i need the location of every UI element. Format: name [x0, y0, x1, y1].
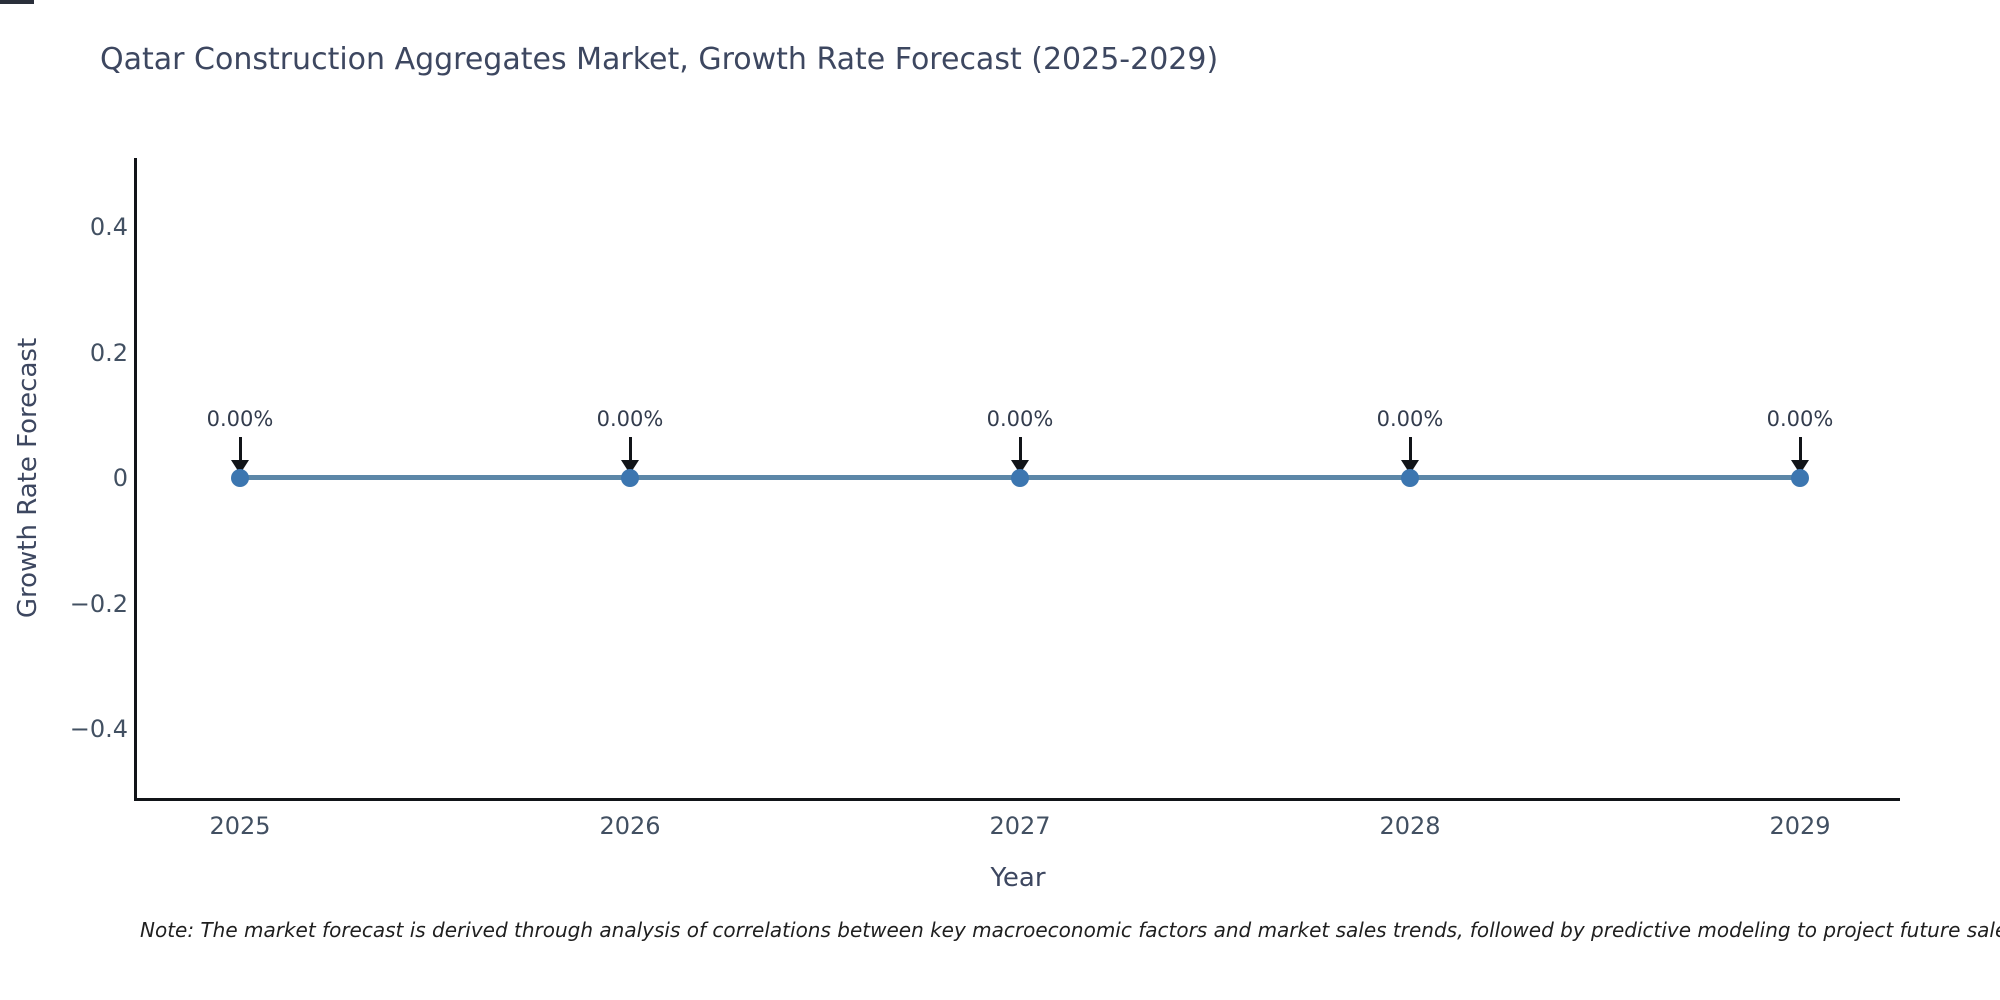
data-point-marker [1401, 469, 1419, 487]
annotation-arrow-shaft [238, 437, 242, 463]
point-annotation-label: 0.00% [596, 407, 664, 431]
footnote: Note: The market forecast is derived thr… [140, 918, 2000, 942]
point-annotation-label: 0.00% [1376, 407, 1444, 431]
data-point-marker [1011, 469, 1029, 487]
x-axis-title: Year [990, 863, 1046, 893]
data-point-marker [621, 469, 639, 487]
y-tick-label: 0.2 [89, 338, 128, 367]
annotation-arrow-shaft [628, 437, 632, 463]
x-tick-label: 2027 [989, 812, 1051, 840]
y-tick-label: −0.4 [69, 715, 128, 743]
y-axis-line [134, 158, 137, 801]
y-tick-label: 0 [112, 464, 128, 492]
y-tick-label: −0.2 [69, 589, 128, 618]
data-point-marker [1791, 469, 1809, 487]
chart-title: Qatar Construction Aggregates Market, Gr… [100, 42, 1219, 77]
x-axis-line [134, 798, 1900, 801]
x-tick-label: 2025 [209, 812, 271, 840]
point-annotation-label: 0.00% [986, 407, 1054, 431]
y-tick-label: 0.4 [89, 213, 128, 241]
point-annotation-label: 0.00% [1766, 407, 1834, 431]
data-point-marker [231, 469, 249, 487]
point-annotation-label: 0.00% [206, 407, 274, 431]
annotation-arrow-shaft [1018, 437, 1022, 463]
annotation-arrow-shaft [1408, 437, 1412, 463]
annotation-arrow-shaft [1798, 437, 1802, 463]
x-tick-label: 2028 [1379, 812, 1441, 840]
x-tick-label: 2026 [599, 812, 661, 840]
screen-corner-artifact [0, 0, 34, 4]
x-tick-label: 2029 [1769, 812, 1831, 840]
